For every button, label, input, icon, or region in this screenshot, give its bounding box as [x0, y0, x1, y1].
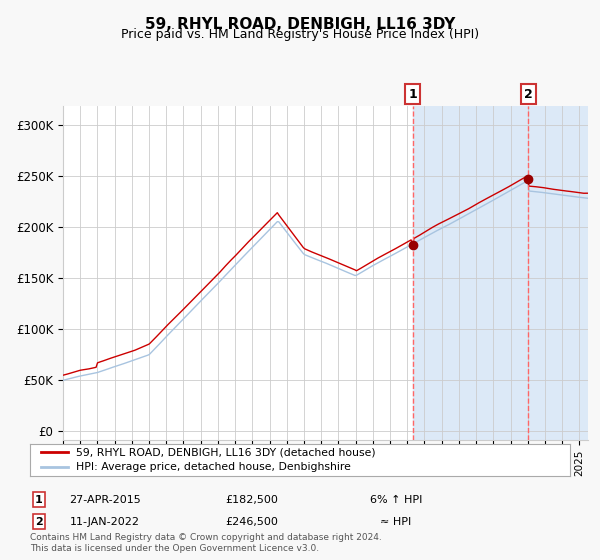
Text: 59, RHYL ROAD, DENBIGH, LL16 3DY: 59, RHYL ROAD, DENBIGH, LL16 3DY: [145, 17, 455, 32]
Text: £182,500: £182,500: [226, 494, 278, 505]
Text: Contains HM Land Registry data © Crown copyright and database right 2024.
This d: Contains HM Land Registry data © Crown c…: [30, 533, 382, 553]
Text: £246,500: £246,500: [226, 517, 278, 527]
Text: 1: 1: [409, 87, 417, 101]
Text: 27-APR-2015: 27-APR-2015: [69, 494, 141, 505]
Text: 1: 1: [35, 494, 43, 505]
Text: 6% ↑ HPI: 6% ↑ HPI: [370, 494, 422, 505]
Text: 59, RHYL ROAD, DENBIGH, LL16 3DY (detached house): 59, RHYL ROAD, DENBIGH, LL16 3DY (detach…: [76, 447, 376, 458]
Text: 2: 2: [524, 87, 533, 101]
Bar: [413, 106, 588, 440]
Text: 2: 2: [35, 517, 43, 527]
Text: ≈ HPI: ≈ HPI: [380, 517, 412, 527]
Text: HPI: Average price, detached house, Denbighshire: HPI: Average price, detached house, Denb…: [76, 462, 351, 472]
Text: Price paid vs. HM Land Registry's House Price Index (HPI): Price paid vs. HM Land Registry's House …: [121, 28, 479, 41]
Text: 11-JAN-2022: 11-JAN-2022: [70, 517, 140, 527]
